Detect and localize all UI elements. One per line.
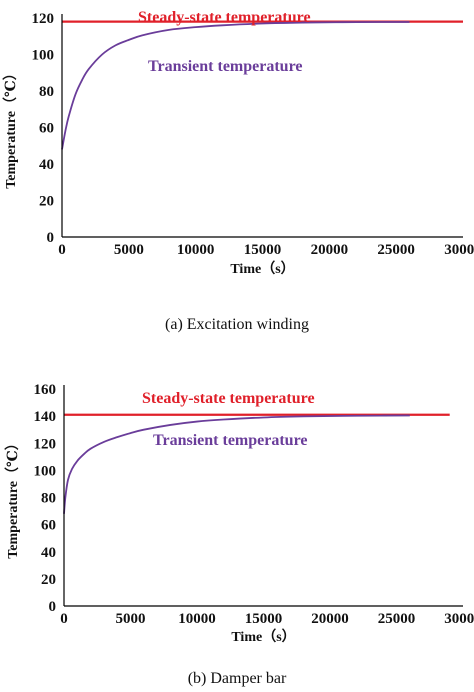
x-tick-label: 20000 xyxy=(311,242,349,258)
y-axis-label: Temperature（℃） xyxy=(5,436,21,559)
x-tick-label: 10000 xyxy=(177,242,215,258)
y-tick-label: 60 xyxy=(39,121,54,137)
x-tick-label: 25000 xyxy=(378,611,416,627)
x-tick-label: 15000 xyxy=(244,242,282,258)
y-tick-label: 20 xyxy=(39,194,54,210)
x-tick-label: 0 xyxy=(60,611,68,627)
chart-caption: (b) Damper bar xyxy=(188,670,287,687)
y-tick-labels: 0 20 40 60 80 100 120 xyxy=(32,11,55,246)
y-tick-label: 100 xyxy=(32,48,55,64)
x-tick-label: 25000 xyxy=(377,242,415,258)
y-tick-label: 140 xyxy=(34,409,57,425)
legend-transient-label: Transient temperature xyxy=(148,58,302,75)
x-tick-label: 0 xyxy=(58,242,66,258)
y-tick-label: 120 xyxy=(34,436,57,452)
y-tick-label: 20 xyxy=(41,572,56,588)
y-tick-label: 80 xyxy=(41,491,56,507)
transient-curve xyxy=(61,21,410,150)
x-tick-label: 20000 xyxy=(311,611,349,627)
y-tick-labels: 0 20 40 60 80 100 120 140 160 xyxy=(34,382,57,615)
y-tick-label: 80 xyxy=(39,84,54,100)
legend-steady-state-label: Steady-state temperature xyxy=(138,9,311,26)
x-axis-label: Time（s） xyxy=(230,261,294,277)
y-tick-label: 40 xyxy=(41,545,56,561)
x-tick-label: 5000 xyxy=(116,611,146,627)
x-tick-label: 10000 xyxy=(178,611,216,627)
y-tick-label: 100 xyxy=(34,463,57,479)
legend-steady-state-label: Steady-state temperature xyxy=(142,390,315,407)
x-tick-label: 15000 xyxy=(245,611,283,627)
x-axis-label: Time（s） xyxy=(231,629,295,645)
transient-curve xyxy=(63,414,410,514)
chart-caption: (a) Excitation winding xyxy=(165,316,309,333)
y-tick-label: 40 xyxy=(39,157,54,173)
series-layer xyxy=(61,20,463,150)
y-axis-label: Temperature（℃） xyxy=(3,66,19,189)
y-tick-label: 160 xyxy=(34,382,57,398)
y-tick-label: 60 xyxy=(41,518,56,534)
series-layer xyxy=(63,413,450,514)
y-tick-label: 0 xyxy=(47,230,55,246)
y-tick-label: 120 xyxy=(32,11,55,27)
y-tick-label: 0 xyxy=(49,599,57,615)
legend-transient-label: Transient temperature xyxy=(153,432,307,449)
x-tick-label: 5000 xyxy=(114,242,144,258)
